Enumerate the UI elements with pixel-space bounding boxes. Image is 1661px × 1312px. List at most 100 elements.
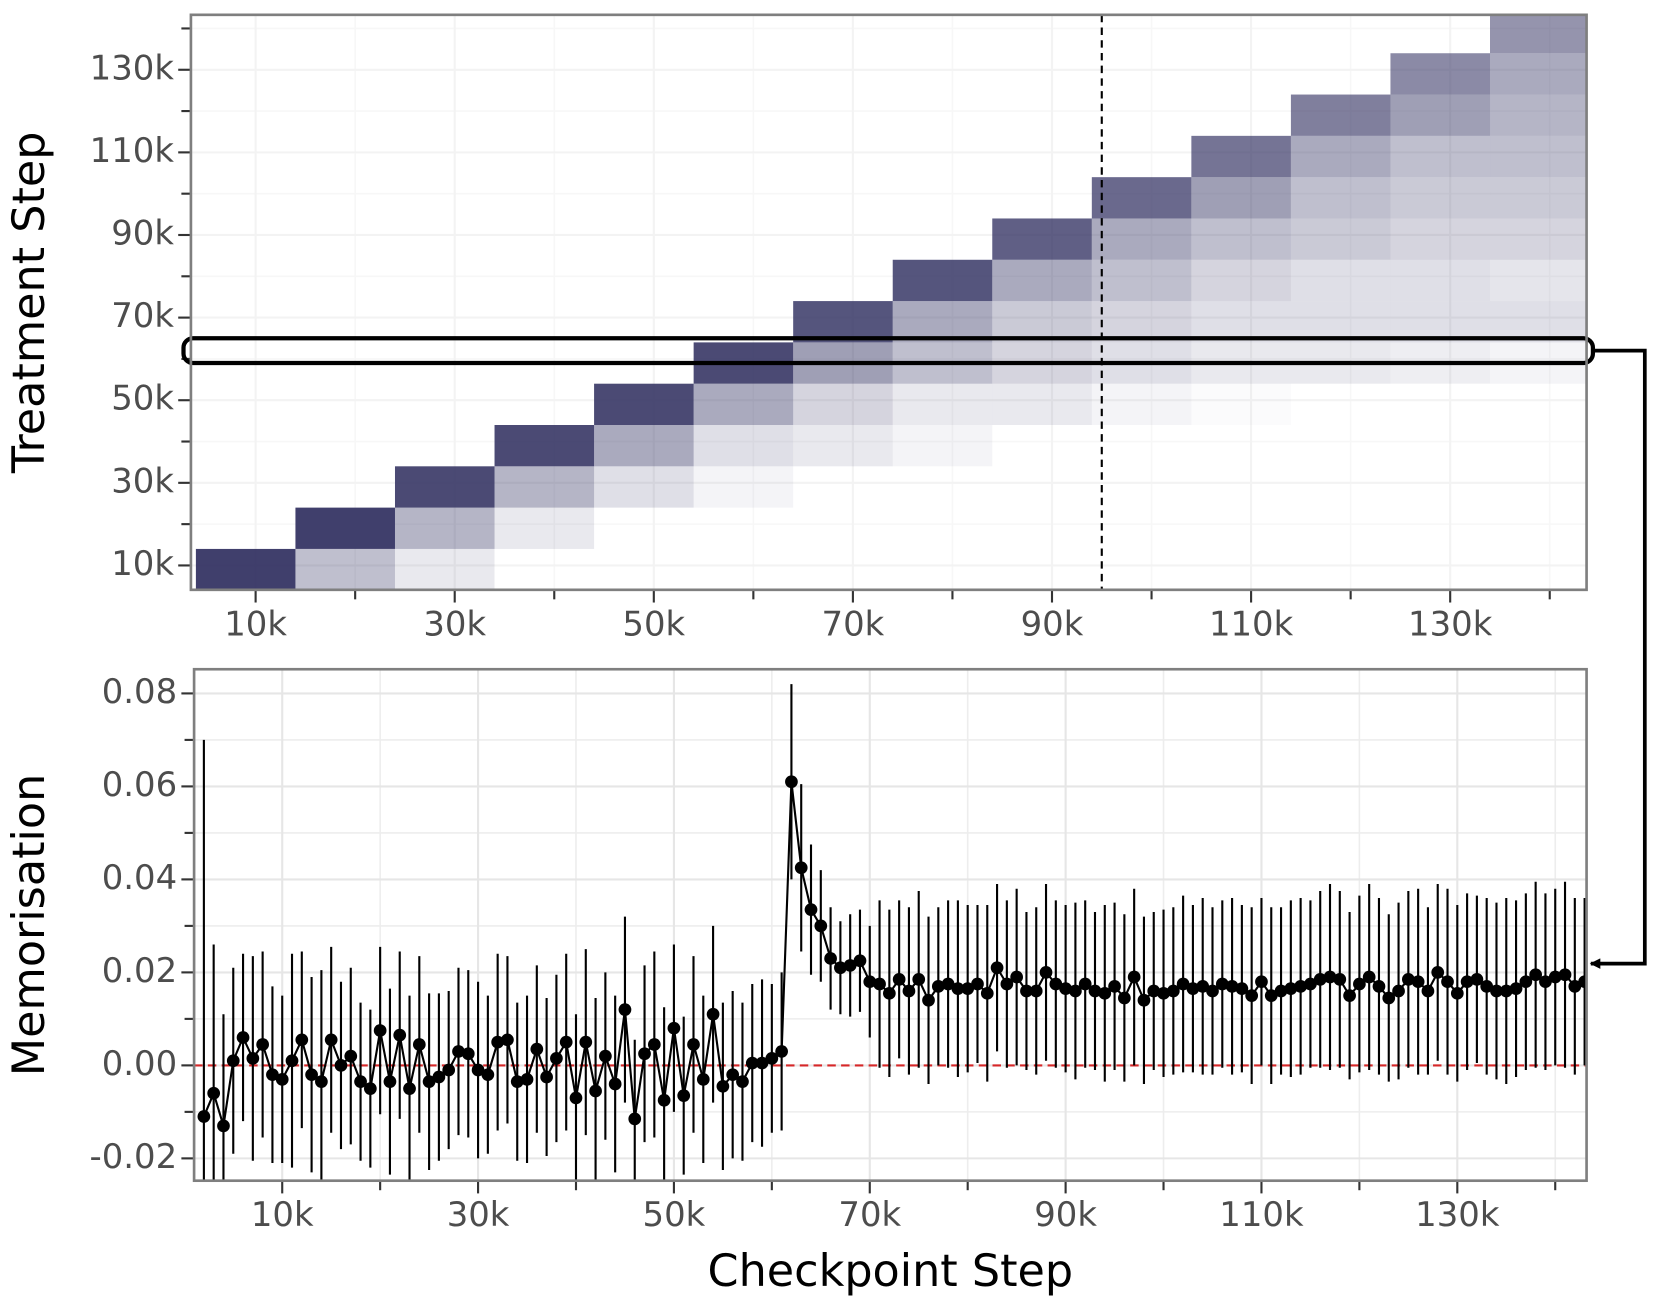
data-point bbox=[363, 1082, 377, 1095]
data-point bbox=[1392, 984, 1405, 998]
data-point bbox=[608, 1077, 622, 1091]
data-point bbox=[383, 1075, 397, 1089]
data-point bbox=[941, 977, 955, 991]
heatmap-cell bbox=[693, 425, 794, 467]
data-point bbox=[1225, 979, 1239, 993]
data-point bbox=[834, 961, 847, 975]
heatmap-cell bbox=[1091, 218, 1192, 260]
x-tick-label: 30k bbox=[447, 1195, 510, 1234]
data-point bbox=[1010, 970, 1024, 984]
data-point bbox=[315, 1075, 328, 1089]
plot-frame bbox=[189, 13, 1588, 592]
data-point bbox=[295, 1033, 309, 1047]
data-point bbox=[961, 982, 975, 996]
y-tick-label: 0.00 bbox=[102, 1044, 177, 1083]
y-tick-label: 130k bbox=[90, 48, 175, 87]
data-point bbox=[1020, 984, 1033, 998]
x-tick-label: 10k bbox=[251, 1195, 314, 1234]
x-tick-label: 10k bbox=[224, 604, 287, 643]
data-point bbox=[1421, 984, 1435, 998]
data-point bbox=[882, 986, 896, 1000]
data-point bbox=[971, 977, 984, 991]
data-point bbox=[1353, 977, 1366, 991]
data-point bbox=[1274, 984, 1288, 998]
data-point bbox=[461, 1047, 475, 1061]
data-point bbox=[599, 1049, 612, 1063]
x-tick-label: 50k bbox=[643, 1195, 706, 1234]
y-tick-label: 30k bbox=[111, 461, 174, 500]
heatmap-cell bbox=[494, 425, 595, 467]
data-point bbox=[422, 1075, 436, 1089]
data-point bbox=[510, 1075, 524, 1089]
heatmap-cell bbox=[992, 301, 1092, 343]
data-point bbox=[951, 982, 965, 996]
heatmap-cell bbox=[1390, 135, 1491, 178]
heatmap-cell bbox=[1091, 301, 1192, 343]
heatmap-cell bbox=[1091, 177, 1192, 219]
data-point bbox=[814, 919, 828, 933]
plot-frame bbox=[192, 667, 1588, 1183]
data-point bbox=[990, 961, 1004, 975]
data-point bbox=[432, 1070, 446, 1084]
data-point bbox=[1578, 975, 1587, 989]
heatmap-cell bbox=[793, 301, 893, 343]
heatmap-cell bbox=[594, 466, 694, 508]
data-point bbox=[667, 1021, 681, 1035]
data-point bbox=[1343, 989, 1356, 1002]
data-point bbox=[1313, 973, 1327, 986]
data-point bbox=[853, 954, 867, 968]
data-point bbox=[785, 775, 798, 789]
heatmap-cell bbox=[793, 425, 893, 467]
heatmap-cell bbox=[1490, 94, 1587, 136]
data-point bbox=[1186, 982, 1200, 996]
data-point bbox=[1519, 975, 1533, 989]
x-tick-label: 30k bbox=[423, 604, 486, 643]
data-point bbox=[1333, 973, 1347, 986]
heatmap-cell bbox=[394, 507, 495, 549]
data-point bbox=[628, 1112, 642, 1126]
data-point bbox=[677, 1089, 691, 1102]
data-point bbox=[980, 986, 994, 1000]
data-point bbox=[275, 1072, 289, 1086]
y-tick-label: 70k bbox=[111, 296, 174, 335]
data-point bbox=[1401, 973, 1415, 986]
data-point bbox=[1098, 986, 1112, 1000]
data-point bbox=[1470, 973, 1484, 986]
data-point bbox=[1323, 970, 1337, 984]
data-point bbox=[1118, 991, 1131, 1005]
data-point bbox=[892, 973, 906, 986]
heatmap-cell bbox=[295, 507, 395, 549]
data-point bbox=[1568, 979, 1582, 993]
data-point bbox=[1304, 977, 1317, 991]
plot-content bbox=[195, 14, 1587, 590]
heatmap-cell bbox=[793, 383, 893, 426]
data-point bbox=[1382, 991, 1396, 1005]
data-point bbox=[334, 1059, 348, 1072]
y-tick-label: 50k bbox=[111, 379, 174, 418]
data-point bbox=[403, 1082, 416, 1095]
data-point bbox=[393, 1028, 407, 1042]
heatmap-cell bbox=[1490, 301, 1587, 343]
heatmap-cell bbox=[1290, 94, 1391, 136]
heatmap-cell bbox=[1390, 94, 1491, 136]
data-point bbox=[305, 1068, 318, 1082]
data-point bbox=[1255, 975, 1268, 989]
y-tick-label: 10k bbox=[111, 544, 174, 583]
y-tick-label: 0.06 bbox=[102, 765, 177, 804]
heatmap-cell bbox=[1290, 135, 1391, 178]
data-point bbox=[197, 1110, 211, 1123]
heatmap-cell bbox=[1390, 53, 1491, 95]
heatmap-cell bbox=[992, 383, 1092, 426]
data-point bbox=[373, 1024, 387, 1037]
data-point bbox=[579, 1035, 593, 1049]
data-point bbox=[344, 1049, 358, 1063]
data-point bbox=[550, 1052, 563, 1065]
data-point bbox=[354, 1075, 367, 1089]
data-point bbox=[1490, 984, 1503, 998]
data-point bbox=[726, 1068, 740, 1082]
data-point bbox=[804, 903, 818, 916]
data-point bbox=[1127, 970, 1141, 984]
x-tick-label: 130k bbox=[1415, 1195, 1500, 1234]
y-tick-label: 110k bbox=[90, 131, 175, 170]
